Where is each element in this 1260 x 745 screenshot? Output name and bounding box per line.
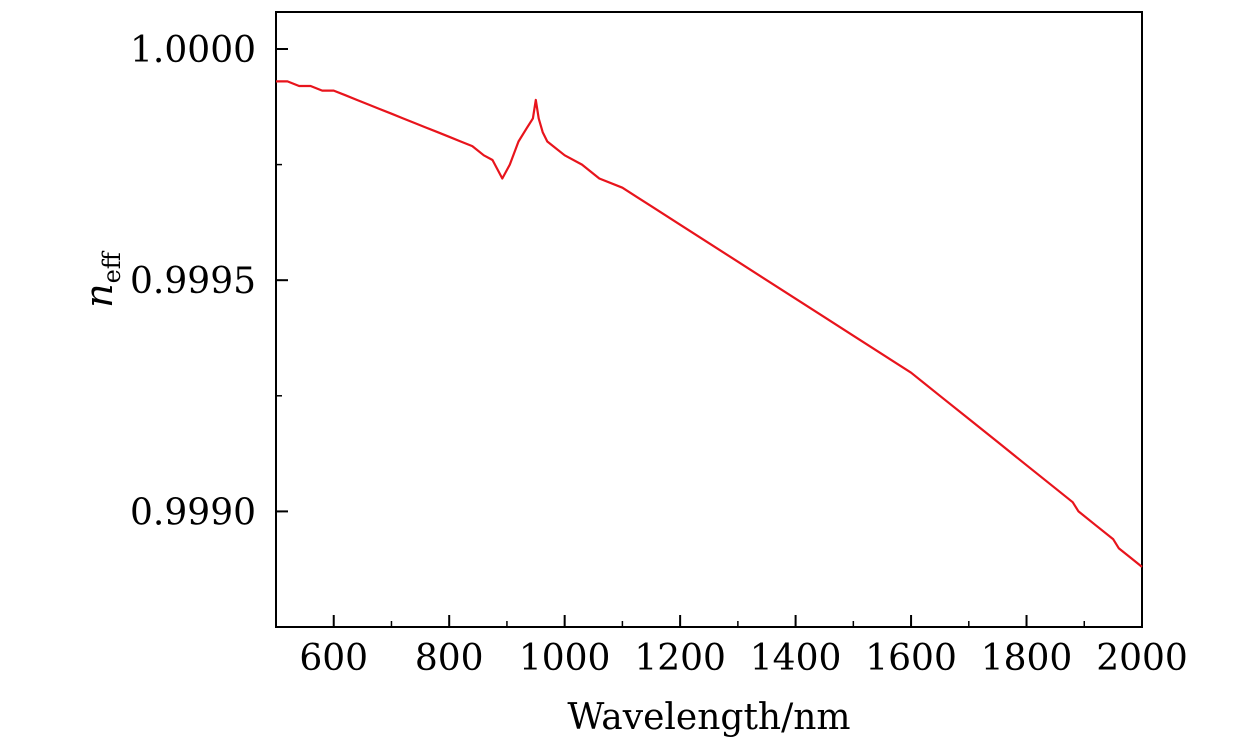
x-tick-label: 1800 [981,638,1073,679]
y-tick-label: 0.9990 [130,492,256,533]
x-tick-label: 800 [415,638,484,679]
y-tick-label: 1.0000 [130,30,256,71]
y-axis-title-main: n [77,283,121,307]
x-tick-labels: 600 800 1000 1200 1400 1600 1800 2000 [299,638,1187,679]
x-tick-label: 2000 [1096,638,1188,679]
x-tick-label: 600 [299,638,368,679]
series-line [276,80,1143,568]
y-axis-title: neff [77,250,126,308]
x-axis-title: Wavelength/nm [567,697,850,738]
plot-frame [275,11,1143,628]
major-ticks [276,47,1143,627]
x-tick-label: 1200 [634,638,726,679]
minor-ticks [276,48,1086,628]
y-tick-labels: 0.9990 0.9995 1.0000 [130,30,256,533]
y-axis-title-subscript: eff [98,250,126,283]
x-tick-label: 1400 [750,638,842,679]
x-tick-label: 1600 [865,638,957,679]
x-tick-label: 1000 [519,638,611,679]
y-tick-label: 0.9995 [130,261,256,302]
